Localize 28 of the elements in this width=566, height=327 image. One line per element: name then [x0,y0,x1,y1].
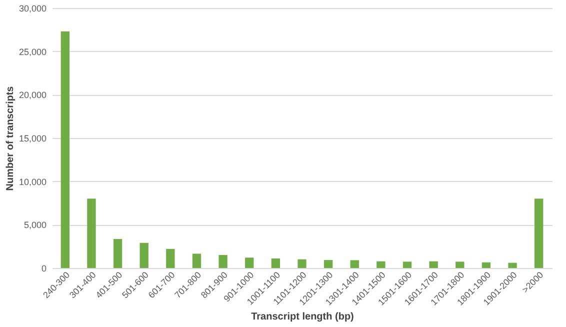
bar [113,238,122,268]
bar [402,262,412,268]
y-tick-label: 20,000 [18,90,46,100]
bar [508,262,517,268]
bar [192,254,202,268]
bar [456,262,464,268]
y-tick-label: 30,000 [18,4,46,14]
bar [140,242,148,268]
y-tick-label: 15,000 [18,134,46,144]
bar [324,260,333,268]
bar [534,198,544,268]
bar [482,262,491,268]
bar [271,258,280,268]
bar [166,248,175,268]
bar [87,198,96,268]
bar [60,31,70,268]
y-tick-label: 5,000 [24,220,46,230]
bar [298,259,306,268]
bar [376,261,386,268]
bar [350,260,359,268]
x-axis-title: Transcript length (bp) [251,311,354,322]
y-tick-label: 25,000 [18,46,46,57]
y-tick-label: 10,000 [18,176,46,187]
y-tick-label: 0 [41,264,46,274]
bar [245,258,254,268]
y-axis-title: Number of transcripts [4,86,16,191]
bar [218,255,228,268]
bar [429,261,438,268]
